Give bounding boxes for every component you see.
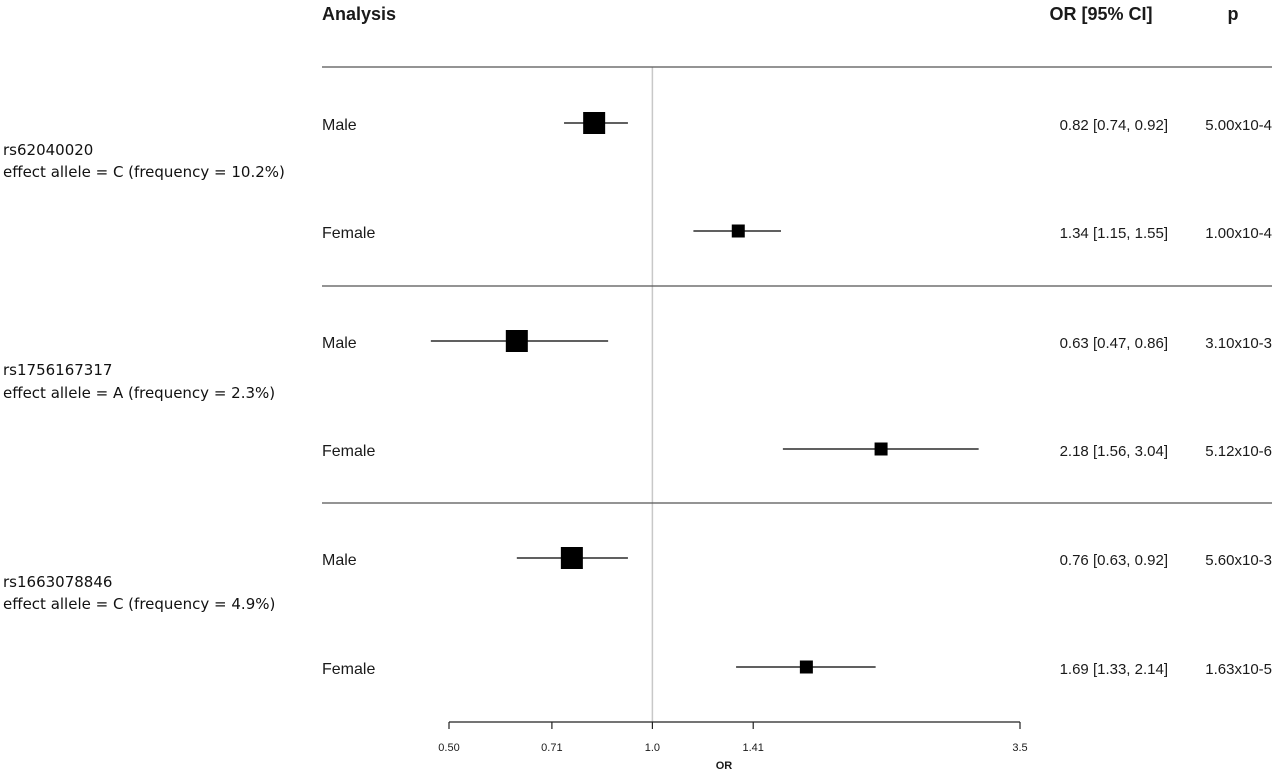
or-marker	[583, 112, 606, 134]
plot-marks	[430, 112, 979, 674]
or-ci-3-male: 0.76 [0.63, 0.92]	[1060, 552, 1168, 569]
or-marker	[731, 224, 745, 238]
row-label-3-male: Male	[322, 552, 357, 569]
header-analysis: Analysis	[322, 4, 396, 24]
p-value-2-female: 5.12x10-6	[1205, 443, 1272, 460]
snp-allele-2: effect allele = A (frequency = 2.3%)	[3, 384, 275, 402]
or-ci-3-female: 1.69 [1.33, 2.14]	[1060, 661, 1168, 678]
row-label-1-male: Male	[322, 117, 357, 134]
x-tick-label: 0.50	[438, 742, 459, 754]
snp-allele-3: effect allele = C (frequency = 4.9%)	[3, 595, 275, 613]
x-tick-label: 0.71	[541, 742, 562, 754]
p-value-1-male: 5.00x10-4	[1205, 117, 1272, 134]
header-p: p	[1228, 4, 1239, 24]
snp-allele-1: effect allele = C (frequency = 10.2%)	[3, 163, 285, 181]
snp-id-3: rs1663078846	[3, 573, 112, 591]
or-ci-2-male: 0.63 [0.47, 0.86]	[1060, 335, 1168, 352]
p-value-3-male: 5.60x10-3	[1205, 552, 1272, 569]
p-value-2-male: 3.10x10-3	[1205, 335, 1272, 352]
snp-id-2: rs1756167317	[3, 361, 112, 379]
x-tick-label: 1.41	[743, 742, 764, 754]
header-or-ci: OR [95% CI]	[1049, 4, 1152, 24]
or-ci-1-female: 1.34 [1.15, 1.55]	[1060, 225, 1168, 242]
x-axis-title: OR	[716, 760, 733, 772]
or-marker	[560, 547, 583, 569]
or-marker	[799, 660, 813, 674]
row-label-2-female: Female	[322, 443, 375, 460]
x-axis: 0.50 0.71 1.0 1.41 3.5	[438, 721, 1028, 754]
or-ci-2-female: 2.18 [1.56, 3.04]	[1060, 443, 1168, 460]
or-ci-1-male: 0.82 [0.74, 0.92]	[1060, 117, 1168, 134]
or-marker	[505, 330, 528, 352]
x-tick-label: 3.5	[1012, 742, 1027, 754]
x-tick-label: 1.0	[645, 742, 660, 754]
row-label-1-female: Female	[322, 225, 375, 242]
row-label-2-male: Male	[322, 335, 357, 352]
p-value-1-female: 1.00x10-4	[1205, 225, 1272, 242]
row-label-3-female: Female	[322, 661, 375, 678]
snp-id-1: rs62040020	[3, 141, 93, 159]
or-marker	[874, 442, 888, 456]
p-value-3-female: 1.63x10-5	[1205, 661, 1272, 678]
